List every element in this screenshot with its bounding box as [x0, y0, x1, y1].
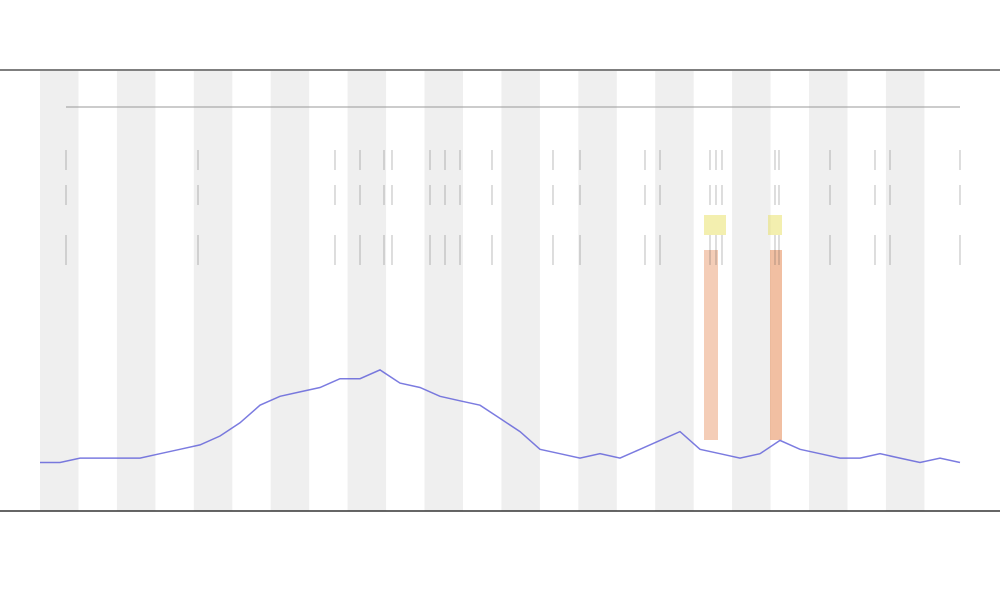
highlight	[704, 215, 726, 235]
band	[578, 71, 617, 511]
band	[809, 71, 848, 511]
band	[885, 71, 925, 511]
background-bands	[40, 71, 925, 511]
band	[501, 71, 540, 511]
band	[424, 71, 463, 511]
band	[116, 71, 156, 511]
band	[270, 71, 310, 511]
highlight	[770, 250, 782, 440]
band	[193, 71, 233, 511]
highlight	[704, 250, 718, 440]
band	[40, 71, 79, 511]
highlight	[768, 215, 782, 235]
series-line	[40, 369, 961, 464]
band	[347, 71, 387, 511]
band	[655, 71, 694, 511]
band	[732, 71, 771, 511]
